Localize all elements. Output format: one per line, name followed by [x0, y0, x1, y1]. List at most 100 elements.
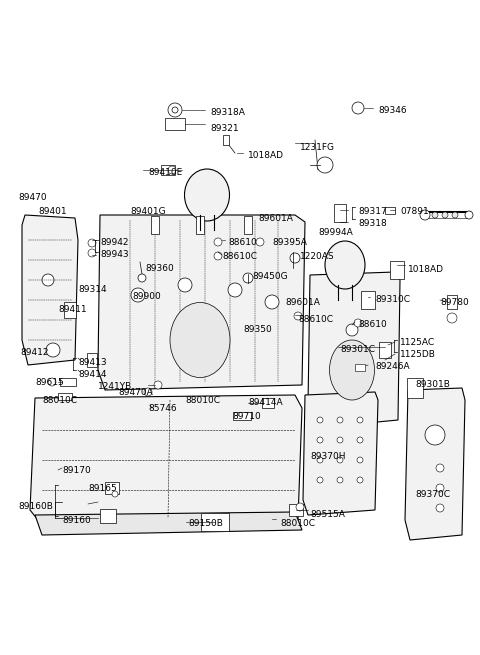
- Circle shape: [357, 437, 363, 443]
- Circle shape: [214, 252, 222, 260]
- Circle shape: [420, 210, 430, 220]
- Text: 89470: 89470: [18, 193, 47, 202]
- Text: 88610C: 88610C: [298, 315, 333, 324]
- Circle shape: [243, 273, 253, 283]
- Bar: [447, 295, 457, 309]
- Circle shape: [131, 288, 145, 302]
- Text: 89414: 89414: [78, 370, 107, 379]
- Bar: [60, 378, 76, 386]
- Circle shape: [290, 253, 300, 263]
- Bar: [289, 504, 303, 516]
- Bar: [223, 135, 229, 145]
- Text: 1125DB: 1125DB: [400, 350, 436, 359]
- Text: 85746: 85746: [148, 404, 177, 413]
- Text: 1231FG: 1231FG: [300, 143, 335, 152]
- Circle shape: [337, 437, 343, 443]
- Circle shape: [357, 457, 363, 463]
- Circle shape: [354, 319, 362, 327]
- Circle shape: [178, 278, 192, 292]
- Text: 89301C: 89301C: [340, 345, 375, 354]
- Text: 89401G: 89401G: [130, 207, 166, 216]
- Text: 88610: 88610: [358, 320, 387, 329]
- Bar: [196, 216, 204, 234]
- Bar: [151, 216, 159, 234]
- Circle shape: [452, 212, 458, 218]
- Text: 88610: 88610: [228, 238, 257, 247]
- Circle shape: [357, 477, 363, 483]
- Text: 1220AS: 1220AS: [300, 252, 335, 261]
- Text: 89150B: 89150B: [188, 519, 223, 528]
- Circle shape: [352, 102, 364, 114]
- Circle shape: [256, 238, 264, 246]
- Circle shape: [337, 477, 343, 483]
- Text: 89246A: 89246A: [375, 362, 409, 371]
- Ellipse shape: [170, 303, 230, 377]
- Circle shape: [265, 295, 279, 309]
- Text: 89410E: 89410E: [148, 168, 182, 177]
- Circle shape: [425, 425, 445, 445]
- Text: 89450G: 89450G: [252, 272, 288, 281]
- Text: 89318A: 89318A: [210, 108, 245, 117]
- Text: 89318: 89318: [358, 219, 387, 228]
- Text: 89411: 89411: [58, 305, 86, 314]
- Text: 89160B: 89160B: [18, 502, 53, 511]
- Circle shape: [168, 103, 182, 117]
- Circle shape: [317, 437, 323, 443]
- Bar: [105, 482, 119, 494]
- Ellipse shape: [184, 169, 229, 221]
- Bar: [355, 364, 365, 371]
- Text: 1018AD: 1018AD: [248, 151, 284, 160]
- Circle shape: [436, 464, 444, 472]
- Text: 89515A: 89515A: [310, 510, 345, 519]
- Polygon shape: [30, 395, 302, 525]
- Text: 89165: 89165: [88, 484, 117, 493]
- Polygon shape: [303, 392, 378, 515]
- Text: 89160: 89160: [62, 516, 91, 525]
- Text: 89360: 89360: [145, 264, 174, 273]
- Bar: [64, 302, 76, 318]
- Bar: [244, 216, 252, 234]
- Text: 88010C: 88010C: [280, 519, 315, 528]
- Circle shape: [88, 249, 96, 257]
- Text: 89310C: 89310C: [375, 295, 410, 304]
- Bar: [334, 204, 346, 222]
- Text: 89350: 89350: [243, 325, 272, 334]
- Text: 89170: 89170: [62, 466, 91, 475]
- Bar: [361, 291, 375, 309]
- Text: 89301B: 89301B: [415, 380, 450, 389]
- Bar: [407, 378, 423, 398]
- Circle shape: [436, 484, 444, 492]
- Circle shape: [337, 457, 343, 463]
- Bar: [87, 353, 97, 367]
- Text: 89346: 89346: [378, 106, 407, 115]
- Text: 89601A: 89601A: [258, 214, 293, 223]
- Circle shape: [48, 378, 56, 386]
- Circle shape: [317, 457, 323, 463]
- Circle shape: [337, 417, 343, 423]
- Circle shape: [154, 381, 162, 389]
- Text: 88010C: 88010C: [42, 396, 77, 405]
- Circle shape: [465, 211, 473, 219]
- Text: 89414A: 89414A: [248, 398, 283, 407]
- Text: 89321: 89321: [210, 124, 239, 133]
- Text: 89994A: 89994A: [318, 228, 353, 237]
- Bar: [100, 509, 116, 523]
- Circle shape: [138, 274, 146, 282]
- Circle shape: [317, 417, 323, 423]
- Circle shape: [294, 312, 302, 320]
- Bar: [201, 513, 229, 531]
- Bar: [385, 206, 395, 214]
- Ellipse shape: [329, 340, 374, 400]
- Text: 89412: 89412: [20, 348, 48, 357]
- Bar: [390, 261, 404, 279]
- Circle shape: [296, 503, 304, 511]
- Text: 89942: 89942: [100, 238, 129, 247]
- Polygon shape: [22, 215, 78, 365]
- Circle shape: [172, 107, 178, 113]
- Text: 89943: 89943: [100, 250, 129, 259]
- Circle shape: [144, 388, 152, 396]
- Circle shape: [442, 212, 448, 218]
- Circle shape: [317, 477, 323, 483]
- Circle shape: [357, 417, 363, 423]
- Bar: [58, 392, 72, 400]
